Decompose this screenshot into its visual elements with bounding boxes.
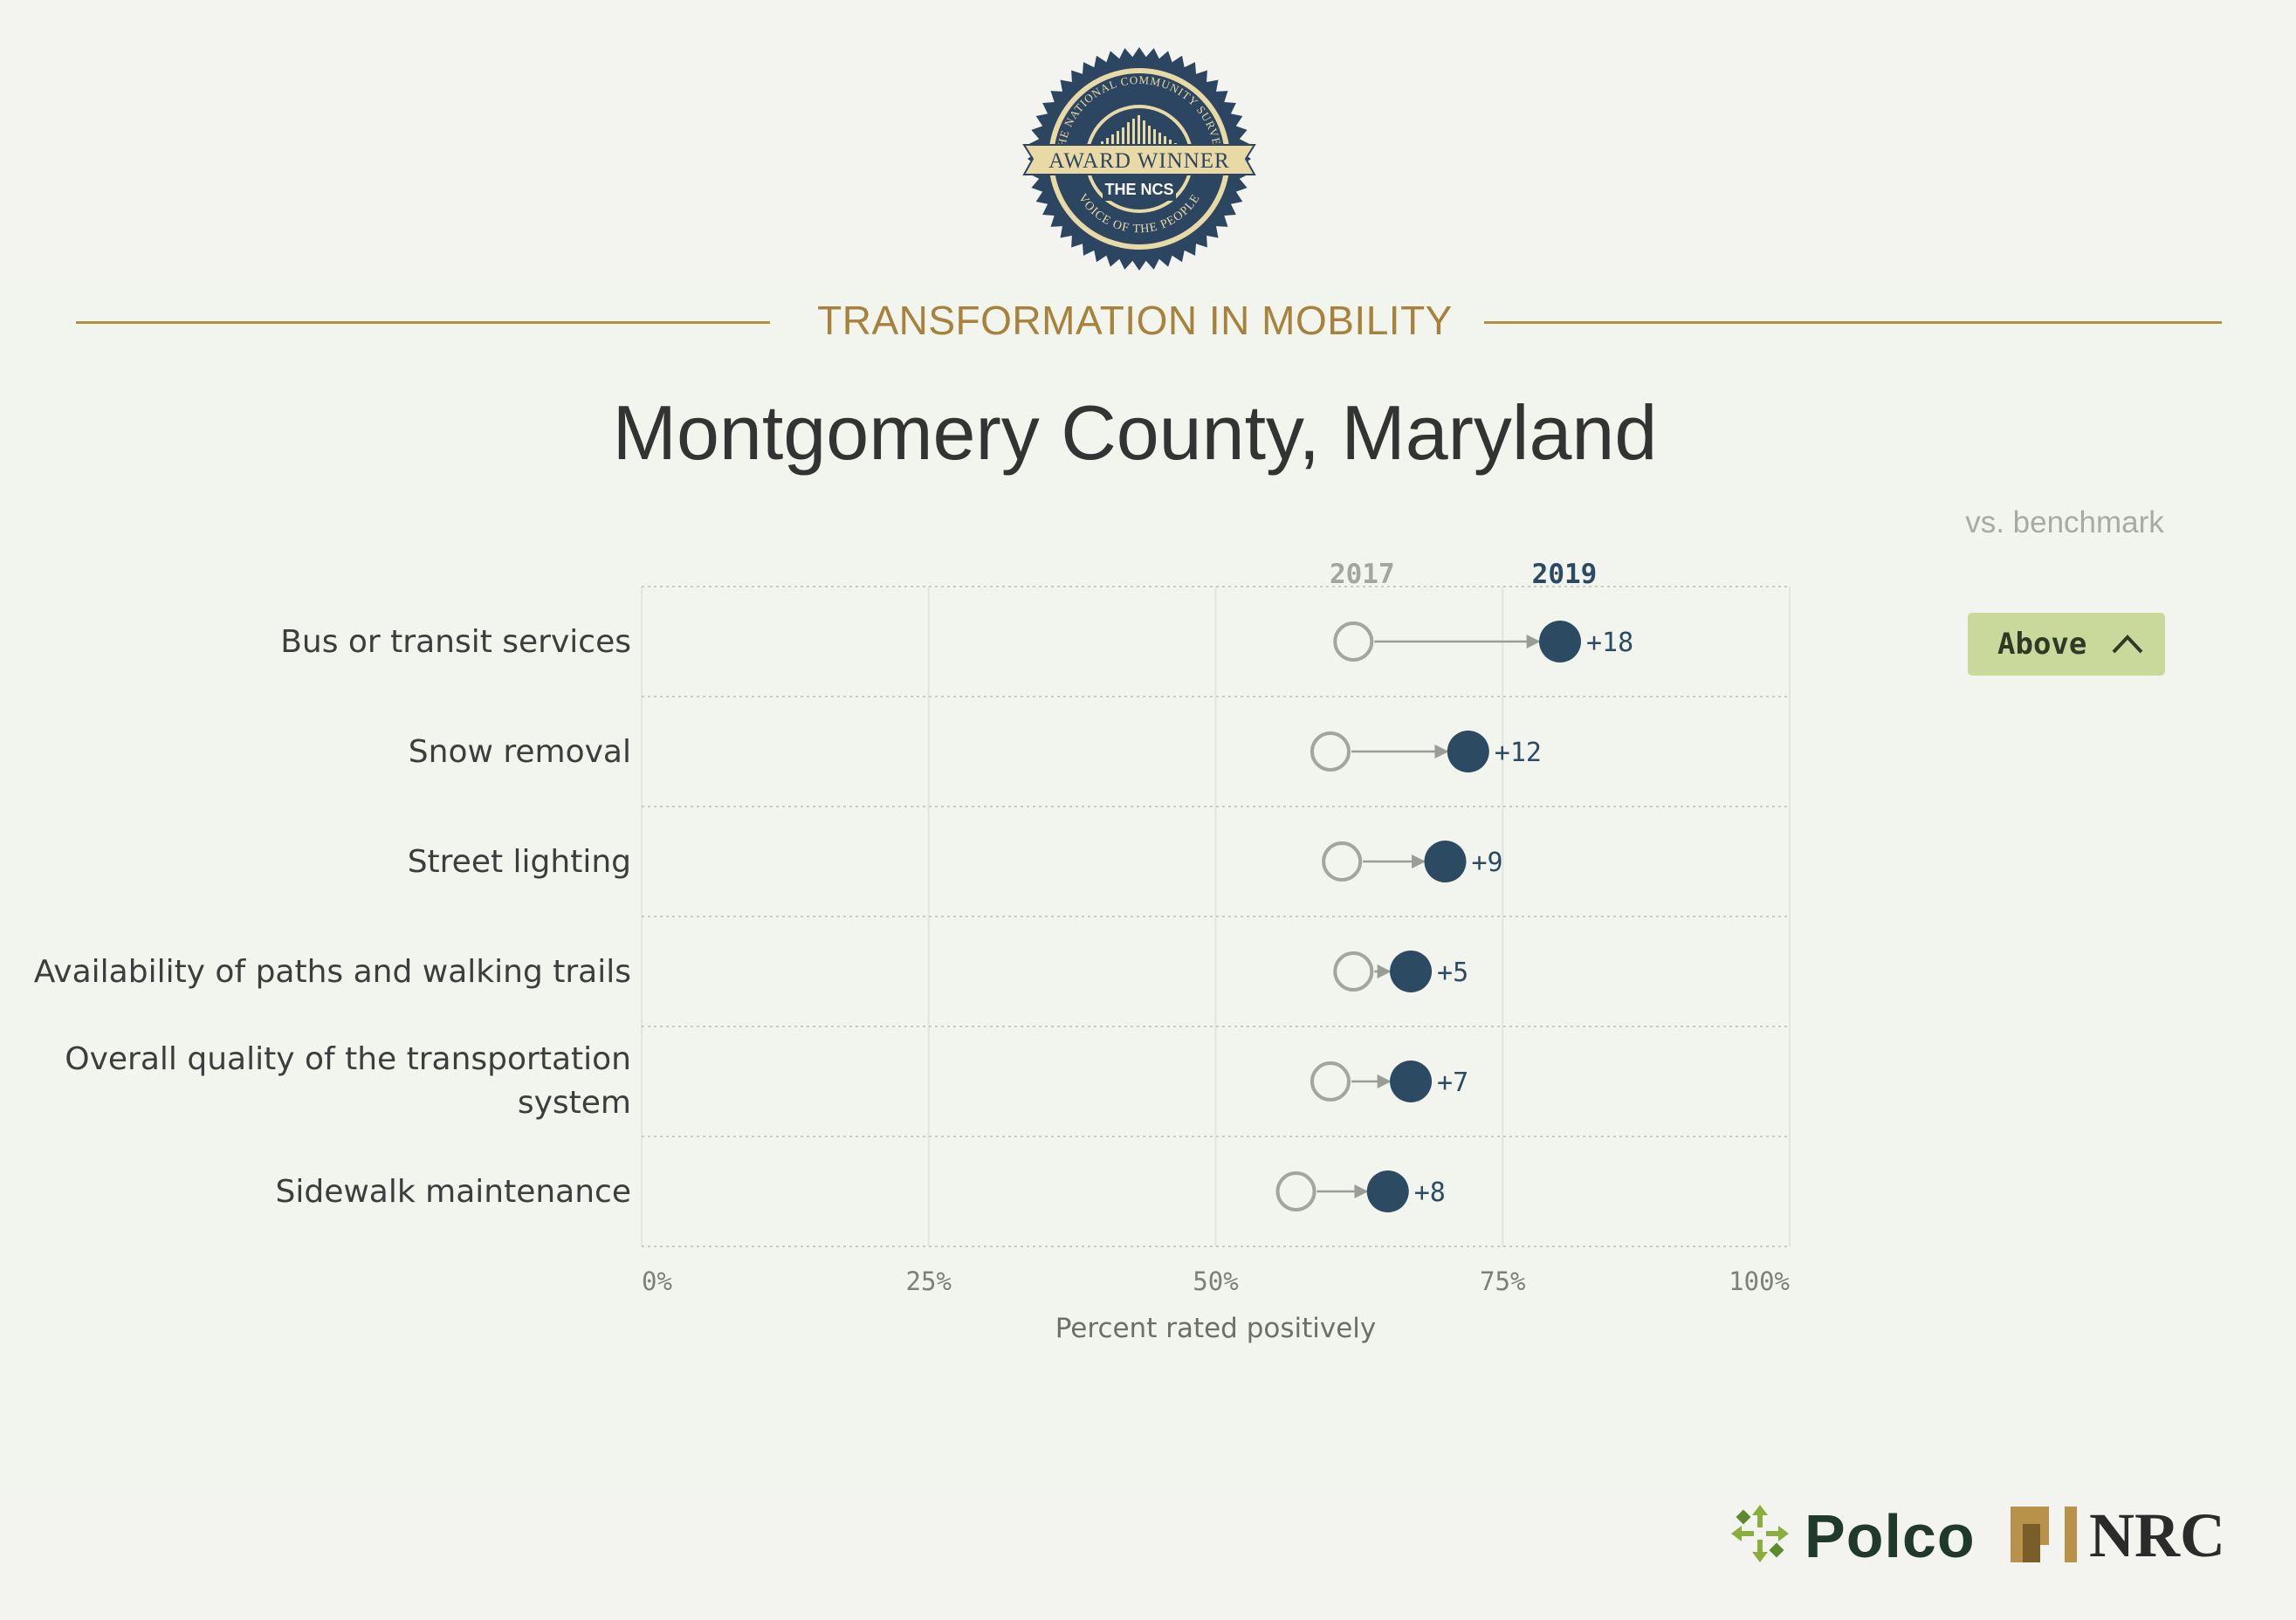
point-2019 xyxy=(1390,951,1433,992)
row-label: Availability of paths and walking trails xyxy=(34,954,631,990)
benchmark-header: vs. benchmark xyxy=(1965,505,2164,539)
award-badge: THE NATIONAL COMMUNITY SURVEY VOICE OF T… xyxy=(1022,47,1256,271)
point-2017 xyxy=(1333,621,1374,662)
change-label: +5 xyxy=(1437,958,1468,988)
badge-ribbon-text: AWARD WINNER xyxy=(1048,149,1229,173)
point-2017 xyxy=(1322,841,1363,882)
nrc-logo-icon xyxy=(2011,1507,2077,1562)
point-2019 xyxy=(1366,1170,1409,1212)
row-label: Bus or transit services xyxy=(280,624,631,660)
point-2017 xyxy=(1275,1171,1316,1212)
benchmark-toggle-button[interactable]: Above xyxy=(1968,613,2165,676)
point-2019 xyxy=(1447,731,1489,772)
row-label: Snow removal xyxy=(409,734,631,770)
change-label: +7 xyxy=(1437,1067,1468,1098)
chevron-up-icon xyxy=(2112,635,2143,654)
x-tick-label: 50% xyxy=(1193,1266,1238,1296)
footer-logos: Polco NRC xyxy=(1724,1493,2248,1589)
polco-wordmark: Polco xyxy=(1804,1502,1976,1570)
page-title: Montgomery County, Maryland xyxy=(612,389,1658,476)
point-2019 xyxy=(1390,1061,1433,1102)
point-2017 xyxy=(1310,1061,1351,1102)
change-label: +9 xyxy=(1472,848,1503,878)
nrc-wordmark: NRC xyxy=(2089,1500,2225,1570)
row-label: Sidewalk maintenance xyxy=(276,1174,632,1210)
badge-brand-text: THE NCS xyxy=(1104,181,1173,198)
point-2017 xyxy=(1333,951,1374,992)
x-tick-label: 0% xyxy=(642,1266,672,1296)
point-2017 xyxy=(1310,731,1351,772)
row-label: Street lighting xyxy=(408,844,631,880)
change-label: +12 xyxy=(1495,738,1542,768)
title-rule-left xyxy=(76,321,770,324)
x-axis-label: Percent rated positively xyxy=(1055,1313,1377,1344)
dumbbell-chart: 2017 2019 Bus or transit services +18 Snow r… xyxy=(34,559,1791,1344)
point-2019 xyxy=(1424,841,1467,882)
legend-label-2017: 2017 xyxy=(1330,559,1395,590)
polco-logo-icon xyxy=(1731,1505,1789,1562)
title-rule-right xyxy=(1484,321,2222,324)
x-tick-label: 100% xyxy=(1729,1266,1790,1296)
x-tick-label: 25% xyxy=(906,1266,952,1296)
benchmark-status: Above xyxy=(1997,627,2087,662)
chart-panel xyxy=(0,281,2296,1493)
change-label: +8 xyxy=(1414,1177,1446,1208)
legend-label-2019: 2019 xyxy=(1532,559,1598,590)
row-label: Overall quality of the transportation sys… xyxy=(65,1041,631,1121)
change-label: +18 xyxy=(1586,628,1633,658)
point-2019 xyxy=(1539,621,1581,662)
x-tick-label: 75% xyxy=(1480,1266,1525,1296)
section-title: TRANSFORMATION IN MOBILITY xyxy=(817,298,1453,343)
